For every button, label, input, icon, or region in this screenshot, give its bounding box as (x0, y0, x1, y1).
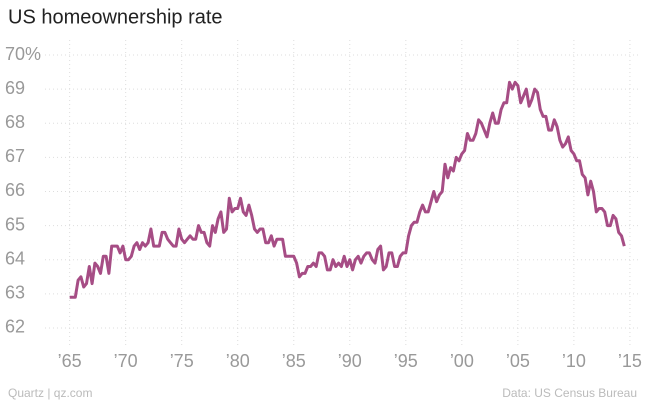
x-tick-label: ’10 (562, 351, 586, 371)
y-tick-label: 68 (5, 112, 25, 132)
chart-title: US homeownership rate (8, 6, 223, 28)
x-tick-label: ’85 (282, 351, 306, 371)
y-tick-label: 66 (5, 180, 25, 200)
x-tick-label: ’80 (226, 351, 250, 371)
source: Data: US Census Bureau (502, 386, 637, 400)
y-tick-label: 67 (5, 146, 25, 166)
x-tick-label: ’05 (506, 351, 530, 371)
x-tick-label: ’95 (394, 351, 418, 371)
x-tick-label: ’90 (338, 351, 362, 371)
x-tick-label: ’75 (170, 351, 194, 371)
x-tick-label: ’15 (618, 351, 642, 371)
y-tick-label: 63 (5, 283, 25, 303)
credit: Quartz | qz.com (8, 386, 92, 400)
y-tick-label: 70% (5, 44, 41, 64)
y-tick-label: 65 (5, 214, 25, 234)
y-tick-label: 62 (5, 317, 25, 337)
x-tick-label: ’65 (58, 351, 82, 371)
y-tick-label: 69 (5, 78, 25, 98)
data-line (69, 80, 626, 299)
y-tick-label: 64 (5, 248, 25, 268)
x-tick-label: ’70 (114, 351, 138, 371)
x-tick-label: ’00 (450, 351, 474, 371)
